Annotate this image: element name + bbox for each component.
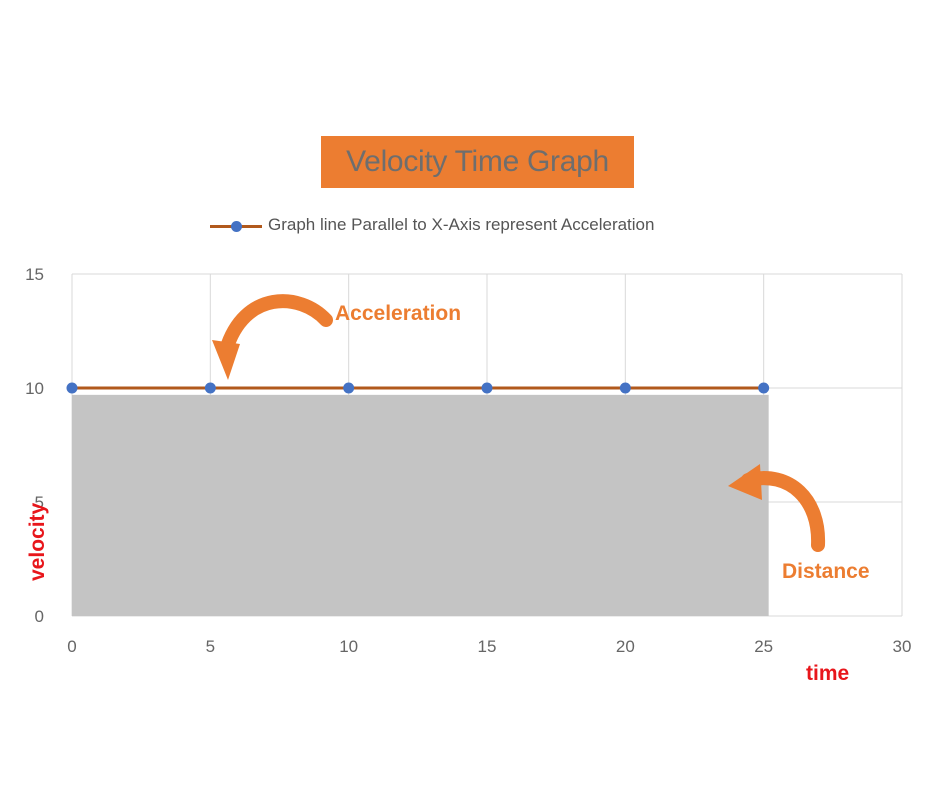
x-tick-label: 5 <box>206 637 215 656</box>
data-point <box>66 382 78 394</box>
x-tick-label: 20 <box>616 637 635 656</box>
x-axis-label: time <box>806 662 849 685</box>
annotation-distance: Distance <box>782 560 870 583</box>
acceleration-arrowhead <box>212 340 240 380</box>
data-point <box>619 382 631 394</box>
legend-line-marker-icon <box>208 210 264 240</box>
annotation-acceleration: Acceleration <box>335 302 461 325</box>
x-tick-label: 15 <box>478 637 497 656</box>
y-tick-label: 0 <box>35 607 44 626</box>
data-point <box>204 382 216 394</box>
y-tick-label: 10 <box>25 379 44 398</box>
chart-title: Velocity Time Graph <box>346 145 609 178</box>
y-tick-label: 15 <box>25 265 44 284</box>
acceleration-arrow <box>219 294 333 357</box>
x-tick-label: 25 <box>754 637 773 656</box>
distance-arrowhead <box>728 464 762 500</box>
x-tick-label: 10 <box>339 637 358 656</box>
data-point <box>481 382 493 394</box>
chart-legend: Graph line Parallel to X-Axis represent … <box>208 210 654 240</box>
y-tick-label: 5 <box>35 493 44 512</box>
x-tick-label: 30 <box>893 637 912 656</box>
chart-title-box: Velocity Time Graph <box>321 136 634 188</box>
distance-arrow <box>741 471 826 552</box>
x-tick-label: 0 <box>67 637 76 656</box>
data-point <box>343 382 355 394</box>
legend-label: Graph line Parallel to X-Axis represent … <box>268 215 655 234</box>
shaded-area-distance <box>72 394 769 616</box>
data-point <box>758 382 770 394</box>
y-axis-label: velocity <box>26 502 49 581</box>
